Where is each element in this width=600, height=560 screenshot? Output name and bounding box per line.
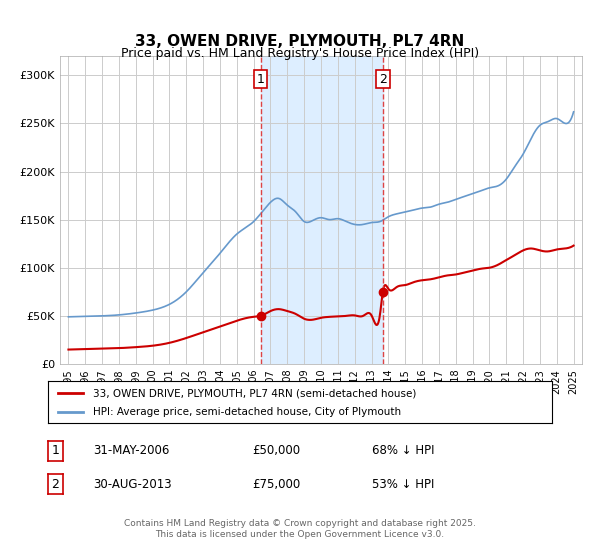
Text: 1: 1: [257, 73, 265, 86]
Text: £50,000: £50,000: [252, 444, 300, 458]
Bar: [261, 56, 383, 364]
Text: HPI: Average price, semi-detached house, City of Plymouth: HPI: Average price, semi-detached house,…: [94, 407, 401, 417]
Text: Price paid vs. HM Land Registry's House Price Index (HPI): Price paid vs. HM Land Registry's House …: [121, 46, 479, 60]
Text: 68% ↓ HPI: 68% ↓ HPI: [372, 444, 434, 458]
Text: 2: 2: [379, 73, 387, 86]
Text: £75,000: £75,000: [252, 478, 300, 491]
Text: 53% ↓ HPI: 53% ↓ HPI: [372, 478, 434, 491]
FancyBboxPatch shape: [254, 71, 268, 88]
FancyBboxPatch shape: [376, 71, 389, 88]
Text: 30-AUG-2013: 30-AUG-2013: [93, 478, 172, 491]
Text: 2: 2: [52, 478, 59, 491]
Text: 33, OWEN DRIVE, PLYMOUTH, PL7 4RN: 33, OWEN DRIVE, PLYMOUTH, PL7 4RN: [136, 35, 464, 49]
Text: 31-MAY-2006: 31-MAY-2006: [93, 444, 169, 458]
Text: Contains HM Land Registry data © Crown copyright and database right 2025.
This d: Contains HM Land Registry data © Crown c…: [124, 520, 476, 539]
Text: 1: 1: [52, 444, 59, 458]
Text: 33, OWEN DRIVE, PLYMOUTH, PL7 4RN (semi-detached house): 33, OWEN DRIVE, PLYMOUTH, PL7 4RN (semi-…: [94, 389, 417, 398]
